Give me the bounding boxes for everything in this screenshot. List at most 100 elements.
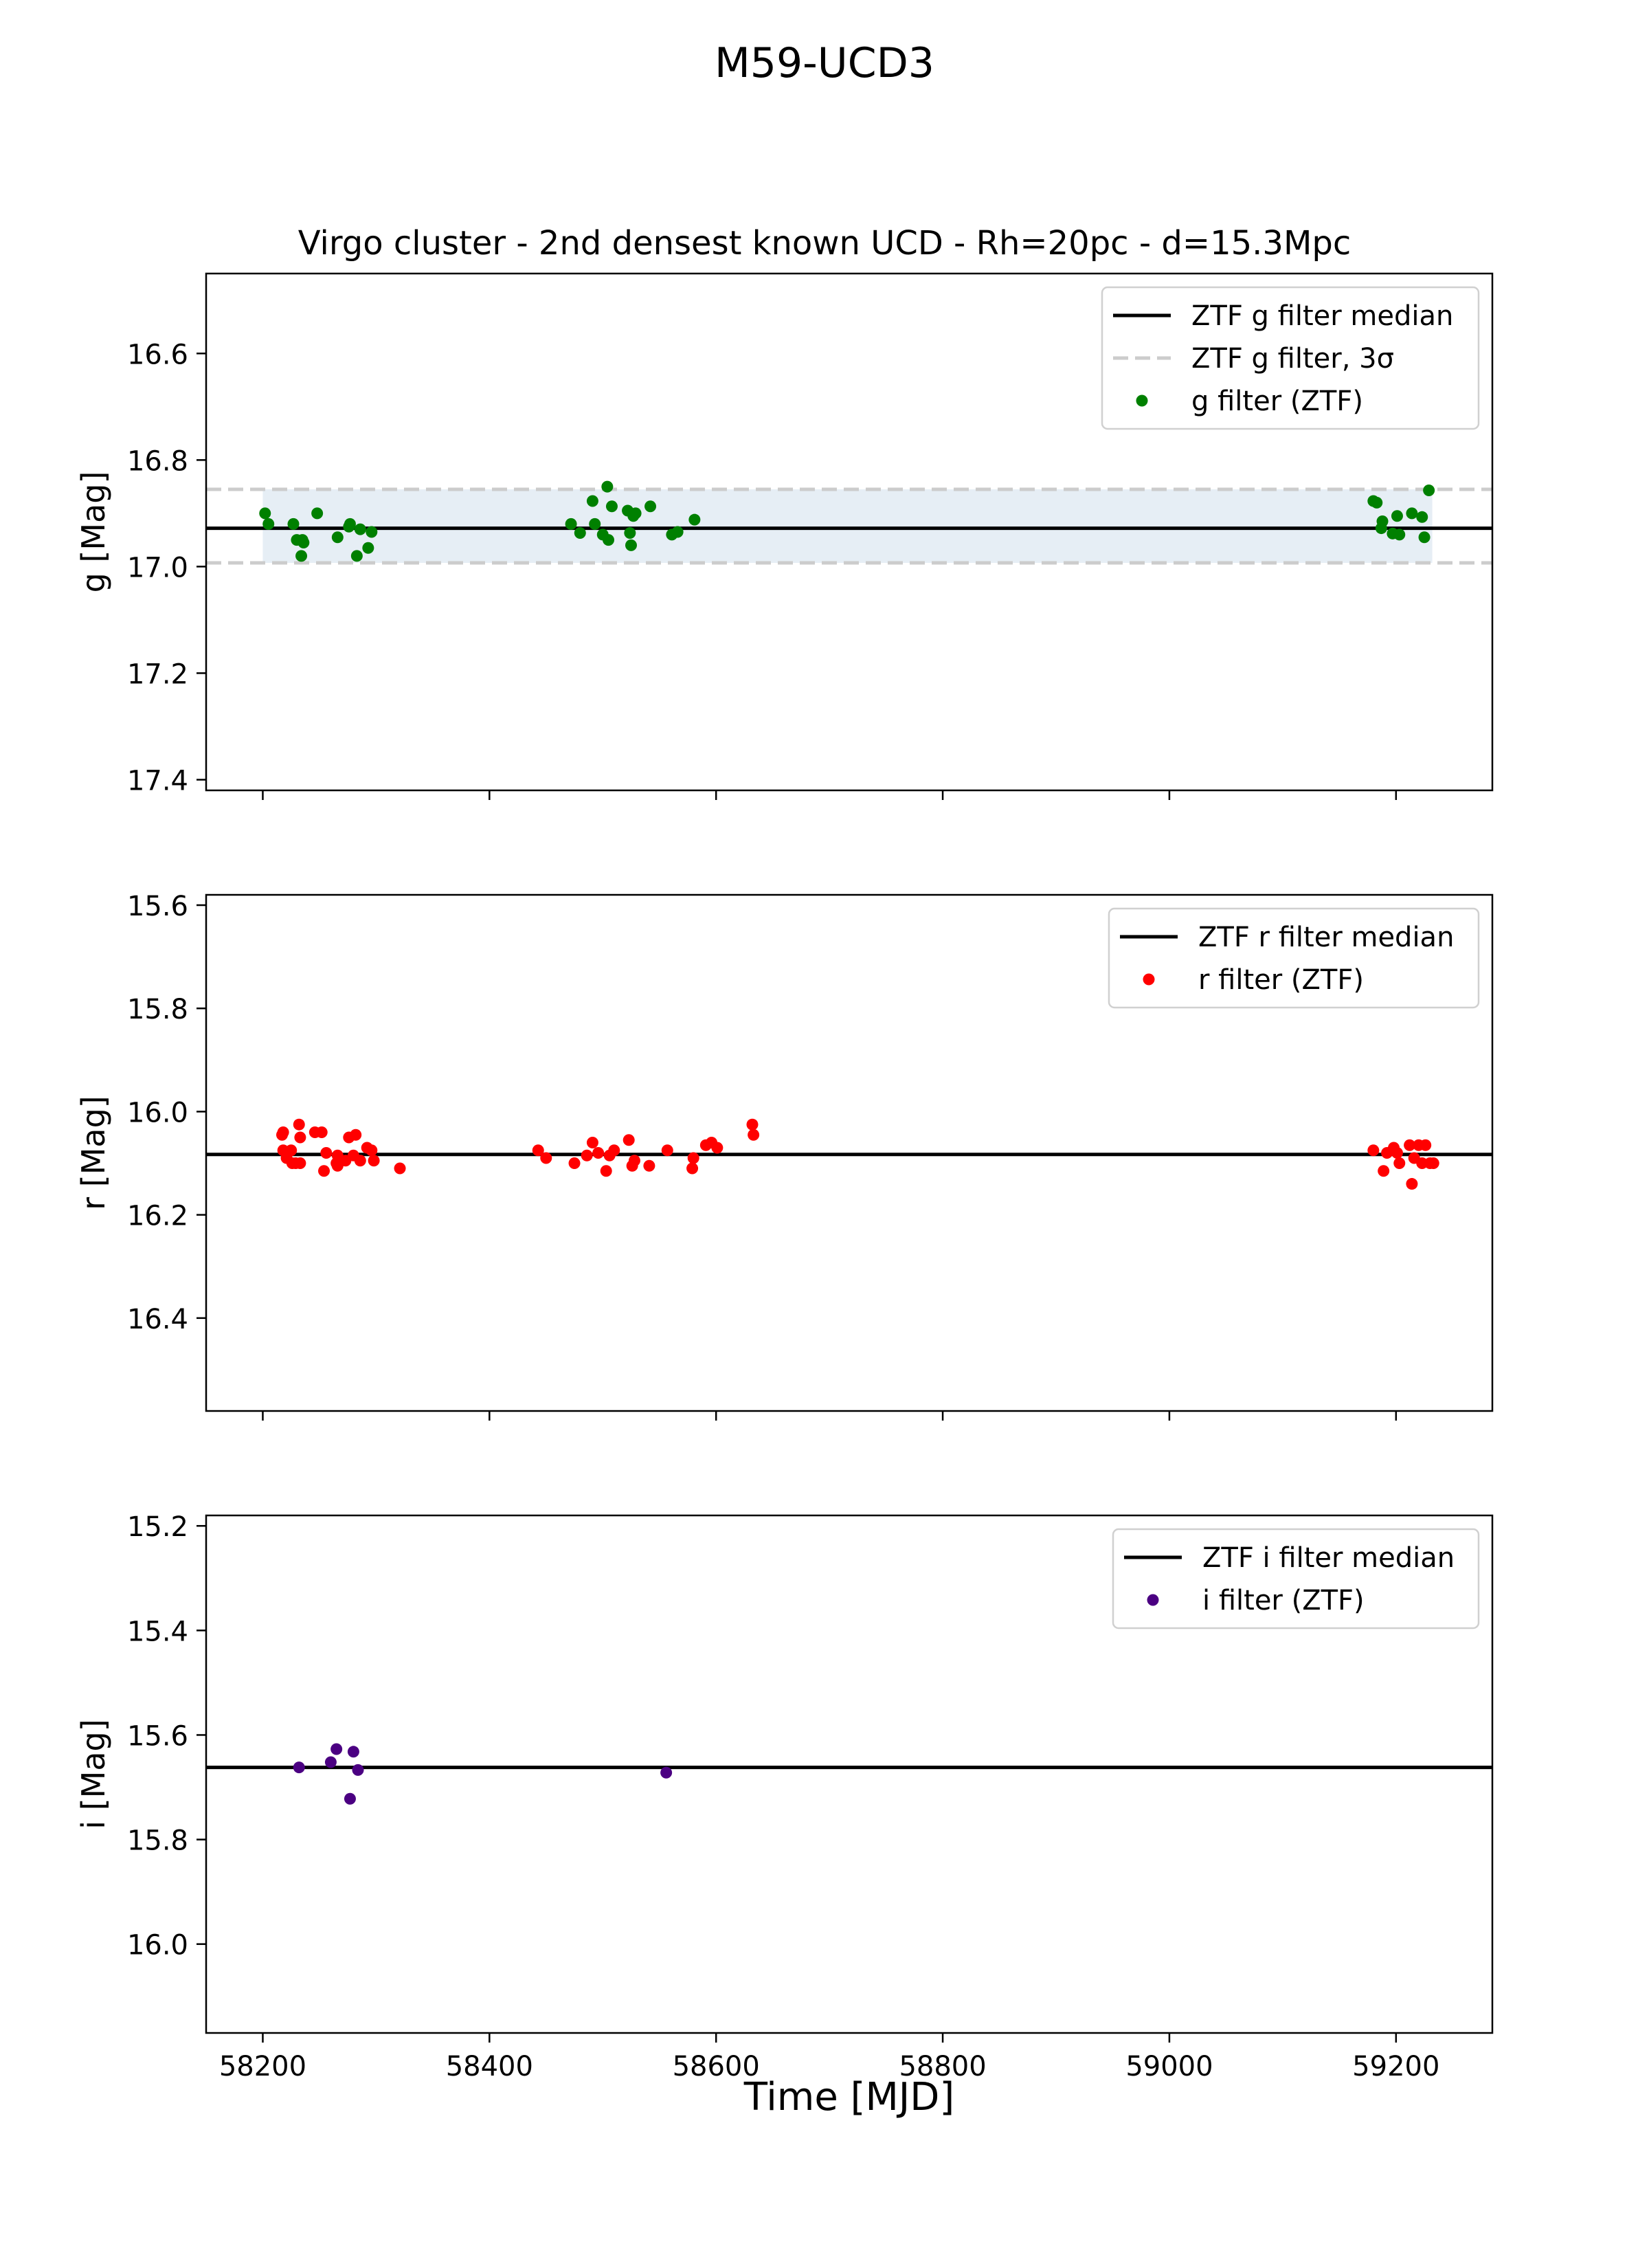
y-tick-label: 16.8 xyxy=(127,445,188,477)
data-point xyxy=(330,1743,343,1755)
legend-label: r filter (ZTF) xyxy=(1198,964,1364,996)
data-point xyxy=(295,550,308,562)
data-point xyxy=(592,1147,605,1159)
y-tick-label: 17.0 xyxy=(127,552,188,583)
data-point xyxy=(320,1147,333,1159)
sigma-band-fill xyxy=(262,489,1433,563)
data-point xyxy=(605,500,618,513)
data-point xyxy=(324,1756,337,1768)
data-point xyxy=(1371,496,1383,509)
data-point xyxy=(586,495,598,507)
panel-i: 15.2 15.4 15.6 15.8 16.0 58200 58400 58600 58800… xyxy=(75,1511,1494,2082)
axes-frame xyxy=(205,272,1494,792)
data-point xyxy=(711,1142,723,1154)
data-point xyxy=(362,542,374,554)
x-tick-label: 58600 xyxy=(673,2051,760,2082)
panels-group: 16.6 16.8 17.0 17.2 17.4 g [Mag] ZTF g filter … xyxy=(75,272,1494,2082)
axes-frame xyxy=(205,1514,1494,2034)
legend: ZTF r filter median r filter (ZTF) xyxy=(1108,907,1480,1009)
data-point xyxy=(628,1155,640,1167)
data-point xyxy=(350,1129,362,1141)
data-point xyxy=(318,1165,330,1177)
data-point xyxy=(624,527,636,540)
data-point xyxy=(347,1746,359,1758)
y-tick-label: 16.4 xyxy=(127,1304,188,1335)
data-point xyxy=(600,1165,612,1177)
data-point xyxy=(293,1761,305,1774)
data-point xyxy=(311,507,324,520)
data-point xyxy=(1406,507,1418,520)
data-point xyxy=(259,507,271,520)
axes-frame xyxy=(205,893,1494,1412)
data-point xyxy=(1420,1139,1432,1151)
data-point xyxy=(298,537,310,549)
y-tick-label: 15.8 xyxy=(127,1825,188,1857)
legend-label: g filter (ZTF) xyxy=(1191,386,1363,417)
legend-label: ZTF g filter, 3σ xyxy=(1191,343,1394,375)
data-point xyxy=(1404,1139,1416,1151)
y-axis-label: i [Mag] xyxy=(75,1719,112,1829)
data-point xyxy=(1427,1157,1439,1170)
legend-marker-points xyxy=(1143,973,1155,986)
data-point xyxy=(315,1126,328,1138)
panel-r: 15.6 15.8 16.0 16.2 16.4 r [Mag] ZTF r filter … xyxy=(75,891,1494,1421)
data-point xyxy=(660,1766,673,1779)
data-point xyxy=(574,527,586,540)
y-tick-label: 17.2 xyxy=(127,658,188,690)
data-point xyxy=(352,1764,364,1776)
legend-label: ZTF i filter median xyxy=(1202,1542,1455,1574)
subplot-title: Virgo cluster - 2nd densest known UCD - … xyxy=(298,224,1351,263)
y-tick-label: 16.0 xyxy=(127,1097,188,1129)
y-tick-label: 16.0 xyxy=(127,1930,188,1961)
data-point xyxy=(368,1155,380,1167)
y-tick-label: 15.6 xyxy=(127,891,188,922)
figure-suptitle: M59-UCD3 xyxy=(715,39,934,87)
legend-label: ZTF g filter median xyxy=(1191,300,1453,332)
data-point xyxy=(532,1144,544,1157)
data-point xyxy=(394,1162,406,1175)
data-point xyxy=(1378,1165,1390,1177)
data-point xyxy=(687,1152,699,1164)
legend: ZTF g filter median ZTF g filter, 3σ g fil… xyxy=(1101,286,1480,430)
y-tick-label: 15.6 xyxy=(127,1720,188,1752)
legend-box xyxy=(1112,1528,1480,1630)
y-axis-label: r [Mag] xyxy=(75,1096,112,1210)
data-point xyxy=(629,507,642,520)
data-point xyxy=(331,531,344,544)
legend-label: ZTF r filter median xyxy=(1198,922,1454,953)
data-point xyxy=(1376,515,1389,527)
data-point xyxy=(350,550,363,562)
data-point xyxy=(688,513,701,526)
x-tick-label: 58400 xyxy=(446,2051,533,2082)
data-point xyxy=(1393,529,1406,541)
data-point xyxy=(1416,511,1428,523)
data-point xyxy=(608,1144,620,1157)
data-point xyxy=(1391,510,1403,522)
y-tick-label: 16.6 xyxy=(127,339,188,370)
data-point xyxy=(366,1144,378,1157)
y-tick-label: 15.8 xyxy=(127,994,188,1025)
data-point xyxy=(1391,1147,1403,1159)
panel-g: 16.6 16.8 17.0 17.2 17.4 g [Mag] ZTF g filter … xyxy=(75,272,1494,800)
data-point xyxy=(568,1157,581,1170)
data-point xyxy=(344,1792,356,1805)
data-point xyxy=(625,539,638,551)
x-tick-label: 58200 xyxy=(219,2051,306,2082)
data-point xyxy=(277,1126,289,1138)
data-point xyxy=(603,534,615,546)
x-tick-label: 58800 xyxy=(899,2051,986,2082)
data-point xyxy=(686,1162,699,1175)
legend-box xyxy=(1101,286,1480,430)
data-point xyxy=(586,1136,598,1148)
data-point xyxy=(589,518,601,530)
y-tick-label: 16.2 xyxy=(127,1201,188,1232)
y-tick-label: 15.4 xyxy=(127,1616,188,1647)
data-point xyxy=(644,500,657,513)
data-point xyxy=(671,526,684,538)
x-tick-label: 59200 xyxy=(1352,2051,1439,2082)
y-axis-label: g [Mag] xyxy=(75,471,112,593)
data-point xyxy=(354,1155,366,1167)
data-point xyxy=(1367,1144,1380,1157)
legend: ZTF i filter median i filter (ZTF) xyxy=(1112,1528,1480,1630)
